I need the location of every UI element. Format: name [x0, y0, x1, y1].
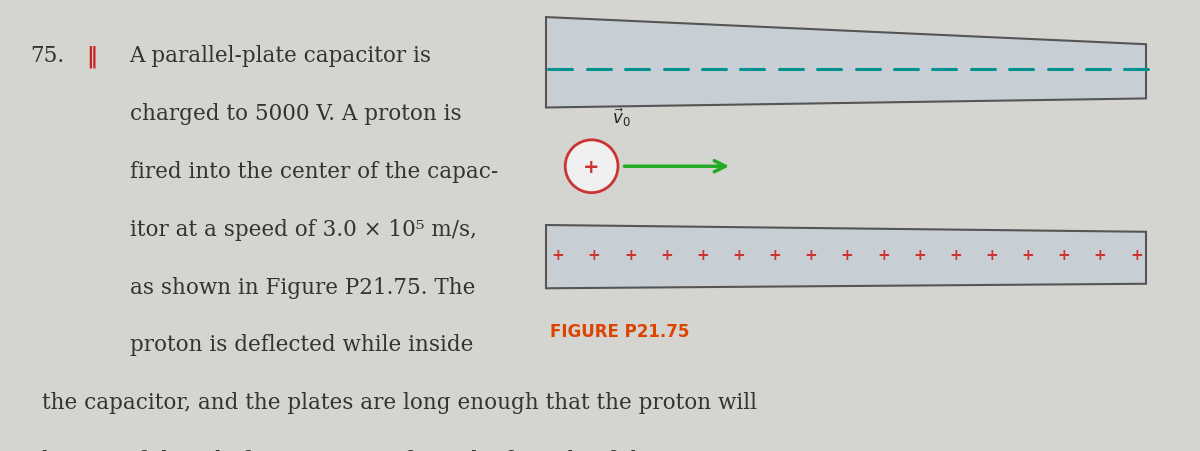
- Text: FIGURE P21.75: FIGURE P21.75: [550, 322, 689, 341]
- Text: +: +: [949, 247, 962, 262]
- Text: +: +: [805, 247, 817, 262]
- Text: +: +: [732, 247, 745, 262]
- Text: +: +: [660, 247, 673, 262]
- Text: the capacitor, and the plates are long enough that the proton will: the capacitor, and the plates are long e…: [42, 391, 757, 414]
- Text: +: +: [1057, 247, 1070, 262]
- Text: +: +: [877, 247, 889, 262]
- Polygon shape: [546, 18, 1146, 108]
- Text: +: +: [624, 247, 637, 262]
- Text: 75.: 75.: [30, 45, 64, 67]
- Text: as shown in Figure P21.75. The: as shown in Figure P21.75. The: [130, 276, 475, 298]
- Text: itor at a speed of 3.0 × 10⁵ m/s,: itor at a speed of 3.0 × 10⁵ m/s,: [130, 218, 476, 240]
- Text: fired into the center of the capac-: fired into the center of the capac-: [130, 161, 498, 183]
- Text: +: +: [552, 247, 564, 262]
- Text: +: +: [1130, 247, 1142, 262]
- Text: +: +: [588, 247, 600, 262]
- Polygon shape: [546, 226, 1146, 289]
- Text: A parallel-plate capacitor is: A parallel-plate capacitor is: [130, 45, 432, 67]
- Ellipse shape: [565, 141, 618, 193]
- Text: +: +: [1094, 247, 1106, 262]
- Text: $\vec{v}_0$: $\vec{v}_0$: [612, 106, 631, 129]
- Text: proton is deflected while inside: proton is deflected while inside: [130, 334, 473, 356]
- Text: +: +: [985, 247, 998, 262]
- Text: +: +: [913, 247, 926, 262]
- Text: +: +: [768, 247, 781, 262]
- Text: hit one of them before emerging from the far side of the capaci-: hit one of them before emerging from the…: [42, 449, 742, 451]
- Text: +: +: [841, 247, 853, 262]
- Text: +: +: [696, 247, 709, 262]
- Text: ‖: ‖: [86, 45, 97, 68]
- Text: +: +: [583, 157, 600, 176]
- Text: +: +: [1021, 247, 1034, 262]
- Text: charged to 5000 V. A proton is: charged to 5000 V. A proton is: [130, 103, 461, 125]
